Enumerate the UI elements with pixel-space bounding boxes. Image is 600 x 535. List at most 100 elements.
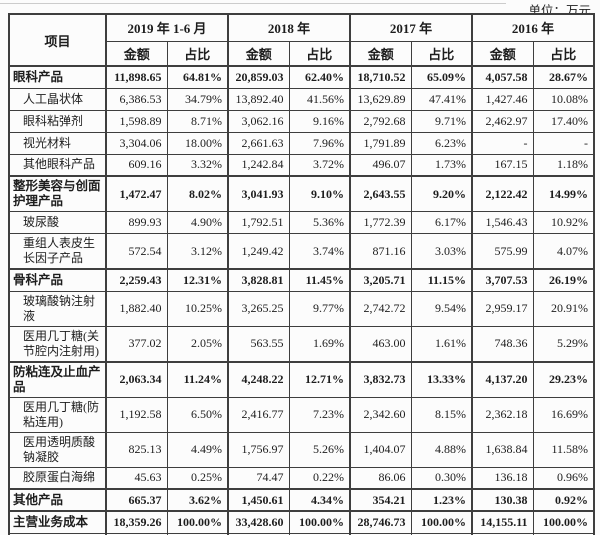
amount-cell: 463.00 (349, 325, 412, 362)
ratio-cell: 10.25% (166, 290, 229, 327)
amount-cell: 1,450.61 (227, 488, 290, 512)
amount-cell: 3,832.73 (349, 360, 412, 398)
amount-cell: 18,710.52 (349, 65, 412, 89)
ratio-cell: 100.00% (410, 510, 473, 534)
table-row: 眼科粘弹剂 1,598.89 8.71% 3,062.16 9.16% 2,792.68 9… (8, 109, 596, 133)
ratio-header: 占比 (532, 40, 596, 67)
ratio-cell: 0.30% (410, 466, 473, 490)
table-row: 主营业务成本 18,359.26 100.00% 33,428.60 100.00% 28… (8, 510, 596, 534)
amount-cell: 136.18 (471, 466, 534, 490)
ratio-cell: 64.81% (166, 65, 229, 89)
ratio-cell: 12.71% (288, 360, 351, 398)
ratio-cell: 18.00% (166, 131, 229, 155)
amount-header: 金额 (227, 40, 290, 67)
ratio-cell: 8.02% (166, 175, 229, 212)
ratio-cell: 100.00% (166, 510, 229, 534)
item-column-header: 项目 (8, 13, 107, 67)
amount-cell: 2,661.63 (227, 131, 290, 155)
ratio-cell: 9.54% (410, 290, 473, 327)
ratio-cell: 28.67% (532, 65, 596, 89)
ratio-cell: 62.40% (288, 65, 351, 89)
year-header-2019h1: 2019 年 1-6 月 (105, 13, 229, 42)
amount-cell: 3,707.53 (471, 268, 534, 292)
amount-cell: 377.02 (105, 325, 168, 362)
row-label: 其他产品 (8, 488, 107, 512)
ratio-cell: 2.05% (166, 325, 229, 362)
ratio-cell: 3.12% (166, 233, 229, 270)
ratio-cell: 11.45% (288, 268, 351, 292)
row-label: 医用几丁糖(关节腔内注射用) (8, 325, 107, 362)
ratio-header: 占比 (288, 40, 351, 67)
amount-cell: 2,959.17 (471, 290, 534, 327)
table-row: 视光材料 3,304.06 18.00% 2,661.63 7.96% 1,791.89 6… (8, 131, 596, 155)
amount-cell: 665.37 (105, 488, 168, 512)
amount-header: 金额 (471, 40, 534, 67)
amount-cell: 167.15 (471, 153, 534, 177)
amount-cell: 4,137.20 (471, 360, 534, 398)
ratio-cell: 12.31% (166, 268, 229, 292)
amount-cell: 74.47 (227, 466, 290, 490)
amount-cell: 609.16 (105, 153, 168, 177)
ratio-cell: 4.49% (166, 431, 229, 468)
table-row: 胶原蛋白海绵 45.63 0.25% 74.47 0.22% 86.06 0.30% 136.… (8, 466, 596, 490)
row-label: 骨科产品 (8, 268, 107, 292)
ratio-cell: 3.32% (166, 153, 229, 177)
ratio-cell: 47.41% (410, 87, 473, 111)
row-label: 重组人表皮生长因子产品 (8, 233, 107, 270)
amount-cell: 2,063.34 (105, 360, 168, 398)
amount-cell: 2,792.68 (349, 109, 412, 133)
ratio-cell: 3.03% (410, 233, 473, 270)
ratio-cell: 29.23% (532, 360, 596, 398)
amount-cell: 6,386.53 (105, 87, 168, 111)
amount-cell: 3,041.93 (227, 175, 290, 212)
amount-header: 金额 (349, 40, 412, 67)
row-label: 眼科粘弹剂 (8, 109, 107, 133)
amount-cell: 86.06 (349, 466, 412, 490)
row-label: 视光材料 (8, 131, 107, 155)
table-row: 眼科产品 11,898.65 64.81% 20,859.03 62.40% 18,710… (8, 65, 596, 89)
table-row: 防粘连及止血产品 2,063.34 11.24% 4,248.22 12.71% 3,83… (8, 360, 596, 398)
ratio-cell: 26.19% (532, 268, 596, 292)
ratio-cell: 1.18% (532, 153, 596, 177)
amount-cell: 2,362.18 (471, 396, 534, 433)
amount-cell: 3,828.81 (227, 268, 290, 292)
ratio-cell: 4.07% (532, 233, 596, 270)
ratio-cell: 0.22% (288, 466, 351, 490)
amount-cell: 3,304.06 (105, 131, 168, 155)
ratio-cell: 8.71% (166, 109, 229, 133)
ratio-cell: 5.36% (288, 211, 351, 234)
table-row: 医用几丁糖(关节腔内注射用) 377.02 2.05% 563.55 1.69% 463.… (8, 325, 596, 362)
row-label: 眼科产品 (8, 65, 107, 89)
amount-cell: 563.55 (227, 325, 290, 362)
amount-cell: 1,249.42 (227, 233, 290, 270)
amount-cell: 1,242.84 (227, 153, 290, 177)
year-header-2018: 2018 年 (226, 13, 351, 42)
ratio-cell: 10.08% (532, 87, 596, 111)
ratio-cell: 6.50% (166, 396, 229, 433)
ratio-cell: 34.79% (166, 87, 229, 111)
row-label: 人工晶状体 (8, 87, 107, 111)
table-row: 其他眼科产品 609.16 3.32% 1,242.84 3.72% 496.07 1.73… (8, 153, 596, 177)
row-label: 其他眼科产品 (8, 153, 107, 177)
amount-cell: 2,122.42 (471, 175, 534, 212)
amount-cell: 2,342.60 (349, 396, 412, 433)
ratio-cell: 11.15% (410, 268, 473, 292)
ratio-cell: 9.77% (288, 290, 351, 327)
amount-cell: 130.38 (471, 488, 534, 512)
ratio-cell: 17.40% (532, 109, 596, 133)
ratio-cell: 3.72% (288, 153, 351, 177)
ratio-cell: 14.99% (532, 175, 596, 212)
ratio-cell: - (532, 131, 596, 155)
table-row: 整形美容与创面护理产品 1,472.47 8.02% 3,041.93 9.10% 2,6… (8, 175, 596, 212)
amount-cell: 2,259.43 (105, 268, 168, 292)
amount-cell: 14,155.11 (471, 510, 534, 534)
ratio-cell: 1.73% (410, 153, 473, 177)
ratio-cell: 100.00% (288, 510, 351, 534)
row-label: 玻尿酸 (8, 211, 107, 234)
ratio-cell: 9.16% (288, 109, 351, 133)
amount-cell: 1,638.84 (471, 431, 534, 468)
amount-cell: 1,598.89 (105, 109, 168, 133)
amount-cell: 1,756.97 (227, 431, 290, 468)
amount-cell: 2,643.55 (349, 175, 412, 212)
